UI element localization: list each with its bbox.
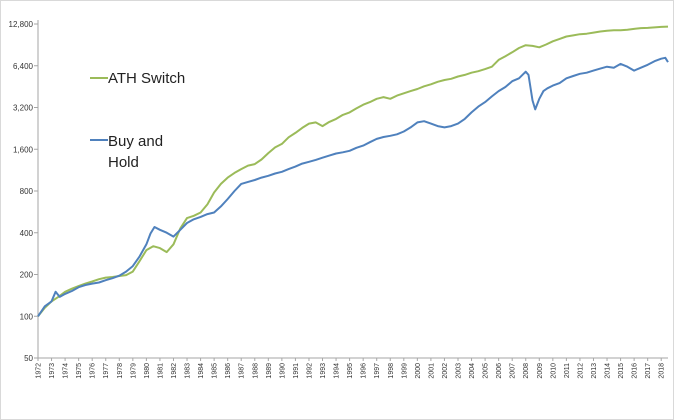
- x-tick-label: 1994: [334, 363, 341, 379]
- legend: ATH Switch Buy and Hold: [90, 70, 185, 171]
- axes: 50 100 200 400 800 1,600 3,200 6,400 12,800 1972 1…: [9, 20, 668, 379]
- y-tick-label: 400: [20, 229, 34, 238]
- x-tick-label: 2014: [605, 363, 612, 379]
- y-tick-label: 800: [20, 187, 34, 196]
- y-tick-label: 50: [24, 354, 33, 363]
- x-tick-label: 2000: [415, 363, 422, 379]
- x-tick-label: 1993: [320, 363, 327, 379]
- x-tick-label: 1978: [117, 363, 124, 379]
- x-tick-label: 1992: [306, 363, 313, 379]
- y-tick-label: 6,400: [13, 62, 34, 71]
- series-line-ath-switch: [37, 25, 669, 317]
- x-tick-label: 2012: [577, 363, 584, 379]
- x-tick-label: 2015: [618, 363, 625, 379]
- x-tick-label: 1995: [347, 363, 354, 379]
- x-tick-label: 2009: [537, 363, 544, 379]
- legend-label-ath-switch: ATH Switch: [108, 70, 185, 87]
- legend-label-line: Hold: [108, 154, 139, 171]
- x-tick-label: 1998: [388, 363, 395, 379]
- x-tick-label: 1991: [293, 363, 300, 379]
- x-tick-label: 1985: [212, 363, 219, 379]
- x-tick-label: 2018: [659, 363, 666, 379]
- x-tick-label: 1975: [76, 363, 83, 379]
- x-tick-label: 1987: [239, 363, 246, 379]
- series-lines: [37, 25, 669, 317]
- x-tick-label: 2002: [442, 363, 449, 379]
- x-tick-label: 1996: [361, 363, 368, 379]
- x-tick-label: 1990: [279, 363, 286, 379]
- x-tick-label: 2016: [632, 363, 639, 379]
- x-tick-label: 2003: [456, 363, 463, 379]
- x-tick-label: 2005: [483, 363, 490, 379]
- x-tick-label: 1999: [401, 363, 408, 379]
- legend-label-buy-and-hold: Buy and Hold: [108, 133, 163, 171]
- series-line-buy-and-hold: [37, 56, 669, 317]
- x-tick-label: 2017: [645, 363, 652, 379]
- x-tick-label: 1984: [198, 363, 205, 379]
- x-tick-label: 1983: [185, 363, 192, 379]
- x-tick-label: 1977: [103, 363, 110, 379]
- x-tick-label: 2013: [591, 363, 598, 379]
- x-tick-label: 1972: [36, 363, 43, 379]
- x-tick-label: 1974: [63, 363, 70, 379]
- x-tick-label: 2004: [469, 363, 476, 379]
- x-tick-label: 1976: [90, 363, 97, 379]
- x-tick-label: 1997: [374, 363, 381, 379]
- x-tick-label: 1986: [225, 363, 232, 379]
- y-tick-label: 200: [20, 271, 34, 280]
- x-tick-label: 2001: [428, 363, 435, 379]
- legend-label-line: Buy and: [108, 133, 163, 150]
- x-tick-label: 2006: [496, 363, 503, 379]
- x-tick-label: 1980: [144, 363, 151, 379]
- x-tick-label: 2011: [564, 363, 571, 378]
- y-tick-label: 3,200: [13, 104, 34, 113]
- x-tick-label: 2007: [510, 363, 517, 379]
- x-tick-label: 2008: [523, 363, 530, 379]
- x-tick-label: 2010: [550, 363, 557, 379]
- x-tick-label: 1973: [49, 363, 56, 379]
- x-tick-label: 1979: [130, 363, 137, 379]
- x-tick-label: 1988: [252, 363, 259, 379]
- y-tick-label: 100: [20, 312, 34, 321]
- x-tick-label: 1982: [171, 363, 178, 379]
- x-tick-label: 1981: [157, 363, 164, 379]
- x-tick-label: 1989: [266, 363, 273, 379]
- y-tick-label: 12,800: [9, 20, 34, 29]
- y-tick-label: 1,600: [13, 145, 34, 154]
